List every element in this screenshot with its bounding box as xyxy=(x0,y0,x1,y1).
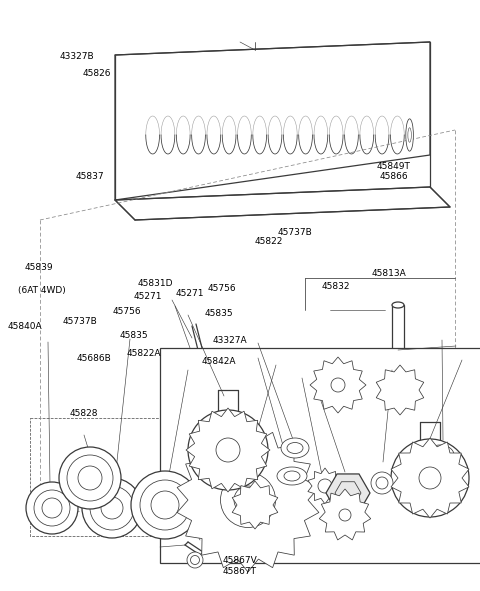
Polygon shape xyxy=(115,42,430,200)
Text: 45822A: 45822A xyxy=(127,349,161,358)
Bar xyxy=(392,305,404,357)
Ellipse shape xyxy=(90,486,134,530)
Ellipse shape xyxy=(82,478,142,538)
Polygon shape xyxy=(326,474,370,512)
Polygon shape xyxy=(335,482,361,504)
Ellipse shape xyxy=(78,466,102,490)
Ellipse shape xyxy=(392,302,404,308)
Polygon shape xyxy=(391,438,469,518)
Ellipse shape xyxy=(101,497,123,519)
Text: 45849T
45866: 45849T 45866 xyxy=(377,162,410,181)
Text: 45756: 45756 xyxy=(207,284,236,293)
Ellipse shape xyxy=(391,439,469,517)
Ellipse shape xyxy=(408,128,411,142)
Ellipse shape xyxy=(34,490,70,526)
Ellipse shape xyxy=(216,438,240,462)
Ellipse shape xyxy=(277,467,307,485)
Text: 45756: 45756 xyxy=(113,307,142,316)
Text: 45867V
45867T: 45867V 45867T xyxy=(223,557,257,576)
Bar xyxy=(30,418,202,536)
Ellipse shape xyxy=(187,552,203,568)
Ellipse shape xyxy=(234,486,262,514)
Ellipse shape xyxy=(408,475,424,485)
Text: 43327A: 43327A xyxy=(212,336,247,345)
Text: 45839: 45839 xyxy=(25,262,54,272)
Text: 45835: 45835 xyxy=(204,309,233,318)
Polygon shape xyxy=(376,365,424,415)
Ellipse shape xyxy=(376,477,388,489)
Text: 43327B: 43327B xyxy=(60,52,94,61)
Ellipse shape xyxy=(188,410,268,490)
Text: (6AT 4WD): (6AT 4WD) xyxy=(18,286,66,296)
Text: 45835: 45835 xyxy=(119,331,148,340)
Bar xyxy=(160,348,480,563)
Ellipse shape xyxy=(392,354,404,360)
Ellipse shape xyxy=(432,450,447,460)
Text: 45271: 45271 xyxy=(175,288,204,298)
Polygon shape xyxy=(319,489,371,540)
Polygon shape xyxy=(310,357,366,413)
Text: 45737B: 45737B xyxy=(62,317,97,326)
Ellipse shape xyxy=(151,491,179,519)
Text: 45737B: 45737B xyxy=(278,228,312,237)
Ellipse shape xyxy=(131,471,199,539)
Ellipse shape xyxy=(331,378,345,392)
Polygon shape xyxy=(232,481,278,529)
Ellipse shape xyxy=(191,556,200,564)
Text: 45832: 45832 xyxy=(322,281,350,291)
Ellipse shape xyxy=(406,119,413,151)
Ellipse shape xyxy=(67,455,113,501)
Text: 45828: 45828 xyxy=(70,409,98,418)
Text: 45826: 45826 xyxy=(83,69,111,78)
Ellipse shape xyxy=(401,471,431,489)
Text: 45686B: 45686B xyxy=(76,353,111,363)
Polygon shape xyxy=(186,408,270,492)
Ellipse shape xyxy=(220,472,276,528)
Polygon shape xyxy=(177,428,319,572)
Text: 45831D: 45831D xyxy=(137,279,173,288)
Ellipse shape xyxy=(339,509,351,521)
Ellipse shape xyxy=(203,455,293,545)
Ellipse shape xyxy=(140,480,190,530)
Text: 45813A: 45813A xyxy=(372,269,406,278)
Ellipse shape xyxy=(26,482,78,534)
Ellipse shape xyxy=(419,467,441,489)
Ellipse shape xyxy=(287,443,303,453)
Ellipse shape xyxy=(371,472,393,494)
Text: 45840A: 45840A xyxy=(8,322,42,332)
Polygon shape xyxy=(115,187,450,220)
Ellipse shape xyxy=(318,479,332,493)
Ellipse shape xyxy=(426,445,454,465)
Text: 45842A: 45842A xyxy=(201,357,236,366)
Text: 45271: 45271 xyxy=(133,292,162,301)
Text: 45822: 45822 xyxy=(254,236,283,246)
Text: 45837: 45837 xyxy=(76,171,105,181)
Ellipse shape xyxy=(59,447,121,509)
Polygon shape xyxy=(308,468,342,504)
Ellipse shape xyxy=(281,438,309,458)
Ellipse shape xyxy=(42,498,62,518)
Ellipse shape xyxy=(284,471,300,481)
